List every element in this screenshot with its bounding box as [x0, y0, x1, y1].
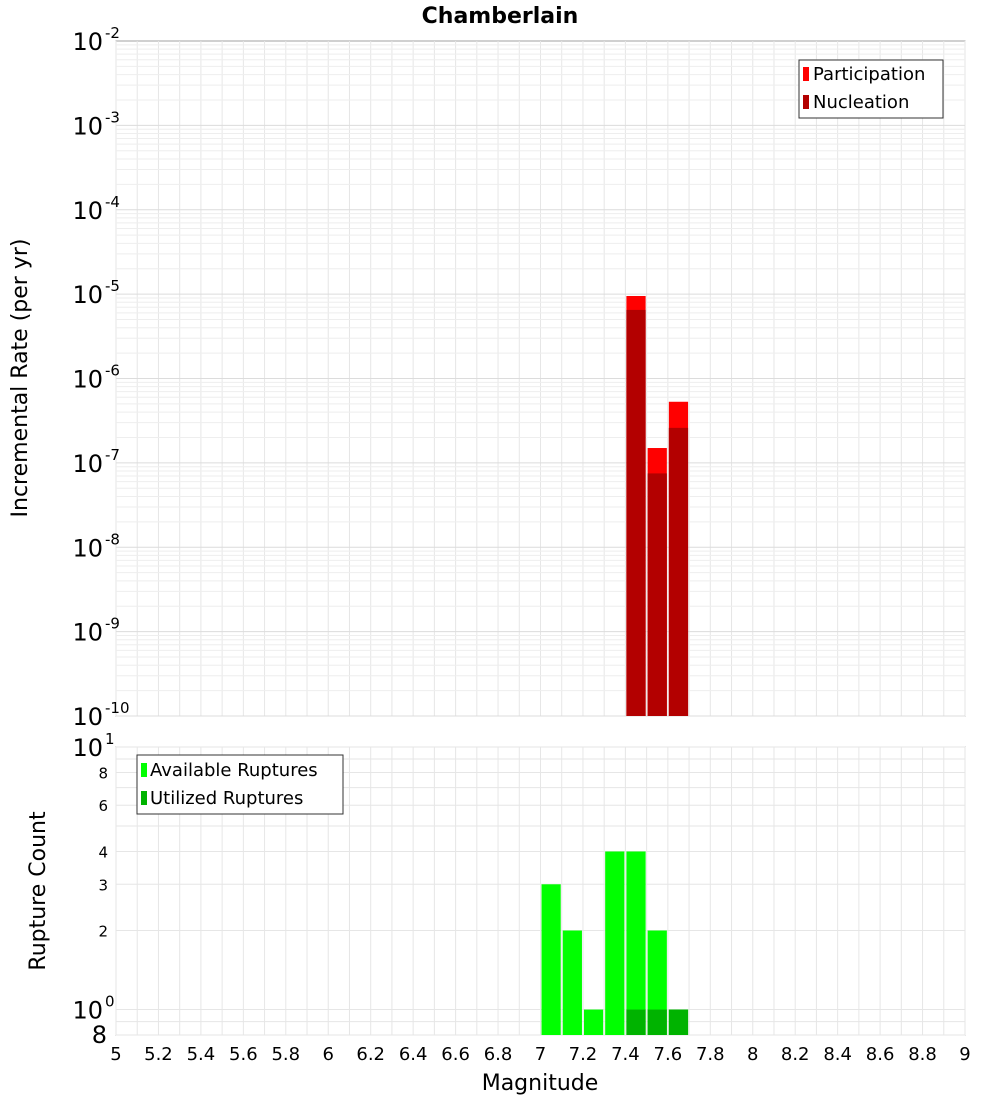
- top-legend-box: [798, 59, 944, 119]
- legend-label-available: Available Ruptures: [150, 760, 318, 781]
- bottom-y-tick-label-exponent: 0: [105, 993, 115, 1011]
- top-legend: Participation Nucleation: [798, 59, 944, 119]
- x-tick-label: 5: [110, 1044, 121, 1065]
- x-tick-label: 7.8: [696, 1044, 725, 1065]
- x-tick-label: 8.6: [866, 1044, 895, 1065]
- legend-swatch-nucleation: [803, 95, 809, 109]
- bar-available-ruptures: [562, 930, 582, 1035]
- bar-utilized-ruptures: [668, 1009, 689, 1035]
- x-tick-label: 9: [959, 1044, 970, 1065]
- bottom-y-tick-label-exponent: 1: [105, 730, 115, 748]
- bottom-y-tick-label: 4: [98, 843, 108, 861]
- bottom-y-tick-label: 10: [72, 997, 103, 1025]
- bar-available-ruptures: [583, 1009, 604, 1035]
- top-y-tick-label-exponent: -4: [105, 193, 120, 211]
- x-tick-label: 6.6: [441, 1044, 470, 1065]
- x-tick-label: 7.6: [654, 1044, 683, 1065]
- bottom-legend-box: [136, 754, 344, 815]
- top-y-tick-label-exponent: -10: [105, 699, 130, 717]
- x-tick-label: 8: [747, 1044, 758, 1065]
- x-tick-label: 6: [323, 1044, 334, 1065]
- bottom-y-tick-label: 2: [98, 923, 108, 941]
- top-y-tick-label: 10: [72, 366, 103, 394]
- x-tick-labels: 5 5.2 5.4 5.6 5.8 6 6.2 6.4 6.6 6.8 7 7.2 7.4 7.6 7.8 8…: [110, 1044, 970, 1065]
- top-y-axis-label: Incremental Rate (per yr): [8, 239, 33, 518]
- bar-utilized-ruptures: [647, 1009, 667, 1035]
- top-y-tick-label-exponent: -8: [105, 530, 120, 548]
- x-tick-label: 7.4: [611, 1044, 640, 1065]
- bottom-plot-bars: [541, 851, 689, 1035]
- bottom-y-tick-label: 8: [92, 1021, 107, 1049]
- top-y-tick-label: 10: [72, 450, 103, 478]
- bar-available-ruptures: [605, 851, 625, 1035]
- x-tick-label: 7.2: [569, 1044, 598, 1065]
- x-tick-label: 6.4: [399, 1044, 428, 1065]
- top-y-tick-label-exponent: -3: [105, 108, 120, 126]
- x-tick-label: 5.8: [271, 1044, 300, 1065]
- x-tick-label: 8.4: [823, 1044, 852, 1065]
- bottom-y-tick-label: 3: [98, 876, 108, 894]
- x-tick-label: 5.6: [229, 1044, 258, 1065]
- bottom-y-tick-label: 10: [72, 734, 103, 762]
- x-tick-label: 8.8: [908, 1044, 937, 1065]
- bottom-y-tick-label: 6: [98, 797, 108, 815]
- x-tick-label: 5.2: [144, 1044, 173, 1065]
- x-tick-label: 8.2: [781, 1044, 810, 1065]
- bottom-plot-grid: [115, 746, 966, 1036]
- legend-label-utilized: Utilized Ruptures: [150, 788, 303, 809]
- top-y-tick-label: 10: [72, 197, 103, 225]
- x-tick-label: 7: [535, 1044, 546, 1065]
- top-y-tick-label-exponent: -9: [105, 615, 120, 633]
- bar-available-ruptures: [541, 884, 561, 1035]
- x-tick-label: 6.2: [356, 1044, 385, 1065]
- x-tick-label: 6.8: [484, 1044, 513, 1065]
- top-y-tick-label-exponent: -7: [105, 446, 120, 464]
- top-y-tick-label: 10: [72, 534, 103, 562]
- bar-nucleation: [626, 309, 646, 716]
- bottom-y-tick-label: 8: [98, 764, 108, 782]
- x-tick-label: 5.4: [187, 1044, 216, 1065]
- legend-swatch-utilized: [141, 791, 147, 805]
- legend-label-participation: Participation: [813, 64, 925, 85]
- bar-available-ruptures: [647, 930, 667, 1035]
- chart-title: Chamberlain: [422, 4, 579, 29]
- top-y-tick-label-exponent: -5: [105, 277, 120, 295]
- bottom-y-axis-label: Rupture Count: [26, 811, 51, 971]
- top-y-tick-label: 10: [72, 28, 103, 56]
- top-plot-grid: [115, 41, 966, 717]
- top-y-tick-label: 10: [72, 112, 103, 140]
- top-y-tick-label: 10: [72, 619, 103, 647]
- x-axis-label: Magnitude: [482, 1071, 599, 1096]
- bar-nucleation: [647, 473, 667, 716]
- legend-swatch-participation: [803, 67, 809, 81]
- bar-nucleation: [668, 427, 689, 716]
- bar-available-ruptures: [626, 851, 646, 1035]
- bottom-legend: Available Ruptures Utilized Ruptures: [136, 754, 344, 815]
- top-plot-bars: [626, 296, 689, 716]
- top-y-tick-label: 10: [72, 281, 103, 309]
- legend-label-nucleation: Nucleation: [813, 92, 909, 113]
- top-y-tick-label-exponent: -6: [105, 362, 120, 380]
- top-y-tick-label: 10: [72, 703, 103, 731]
- bar-utilized-ruptures: [626, 1009, 646, 1035]
- top-y-tick-label-exponent: -2: [105, 24, 120, 42]
- legend-swatch-available: [141, 763, 147, 777]
